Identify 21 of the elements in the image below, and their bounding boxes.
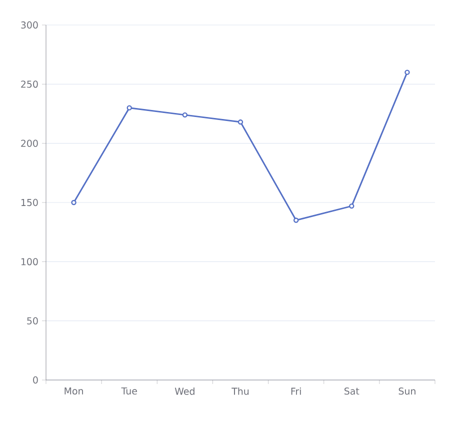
x-tick-label: Sat	[344, 388, 360, 395]
point	[126, 105, 132, 110]
y-tick-label: 100	[21, 258, 38, 266]
point	[293, 218, 299, 223]
y-tick-label: 50	[27, 317, 38, 324]
x-tick-label: Mon	[64, 388, 83, 395]
point	[71, 200, 76, 206]
x-tick-label: Tue	[121, 388, 137, 395]
point	[349, 203, 354, 209]
y-tick-label: 300	[21, 21, 38, 29]
y-tick-label: 0	[33, 376, 38, 384]
point	[238, 119, 244, 125]
y-tick-label: 250	[21, 80, 38, 88]
y-tick-label: 200	[21, 140, 38, 147]
x-tick-label: Thu	[232, 388, 249, 395]
point	[182, 112, 188, 118]
x-tick-label: Wed	[174, 388, 194, 395]
x-tick-label: Fri	[291, 388, 301, 395]
y-tick-label: 150	[21, 198, 38, 206]
point	[404, 70, 410, 75]
x-tick-label: Sun	[398, 388, 416, 395]
